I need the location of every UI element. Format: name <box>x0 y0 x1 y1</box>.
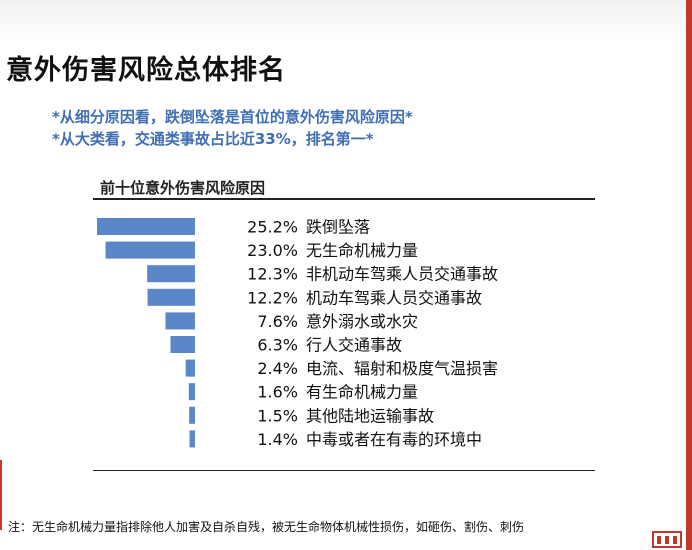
accent-strip-left <box>0 460 2 530</box>
value-label: 1.6% <box>257 383 298 402</box>
accent-strip <box>686 0 692 550</box>
bullet-1: *从细分原因看，跌倒坠落是首位的意外伤害风险原因* <box>52 108 413 126</box>
bar <box>189 430 195 448</box>
category-label: 中毒或者在有毒的环境中 <box>306 430 482 449</box>
chart-title: 前十位意外伤害风险原因 <box>100 179 266 197</box>
value-label: 1.5% <box>257 406 298 425</box>
bar <box>170 336 195 353</box>
bar <box>188 383 195 401</box>
page-title: 意外伤害风险总体排名 <box>6 55 286 86</box>
value-label: 12.2% <box>247 288 298 307</box>
chart-top-rule <box>93 198 595 200</box>
category-label: 非机动车驾乘人员交通事故 <box>306 265 498 284</box>
bar <box>105 241 195 259</box>
bar <box>97 218 195 235</box>
value-label: 6.3% <box>257 336 298 355</box>
value-label: 23.0% <box>247 241 298 260</box>
value-label: 1.4% <box>257 430 298 449</box>
value-label: 2.4% <box>257 359 298 378</box>
category-label: 其他陆地运输事故 <box>306 406 434 425</box>
bar <box>189 406 195 424</box>
company-logo-icon <box>652 531 682 548</box>
category-label: 跌倒坠落 <box>306 218 370 237</box>
category-label: 无生命机械力量 <box>306 241 418 260</box>
category-label: 电流、辐射和极度气温损害 <box>306 359 498 378</box>
value-label: 12.3% <box>247 265 298 284</box>
chart-bottom-rule <box>93 470 595 471</box>
bar <box>147 265 195 283</box>
category-label: 意外溺水或水灾 <box>306 312 418 331</box>
category-label: 机动车驾乘人员交通事故 <box>306 288 482 307</box>
footnote: 注：无生命机械力量指排除他人加害及自杀自残，被无生命物体机械性损伤，如砸伤、割伤… <box>8 520 525 534</box>
header-band <box>0 0 692 44</box>
category-label: 行人交通事故 <box>306 336 402 355</box>
bar <box>147 288 195 306</box>
category-label: 有生命机械力量 <box>306 383 418 402</box>
bar <box>185 359 195 377</box>
value-label: 25.2% <box>247 218 298 237</box>
bullet-2: *从大类看，交通类事故占比近33%，排名第一* <box>52 130 374 148</box>
bar <box>165 312 195 330</box>
value-label: 7.6% <box>257 312 298 331</box>
